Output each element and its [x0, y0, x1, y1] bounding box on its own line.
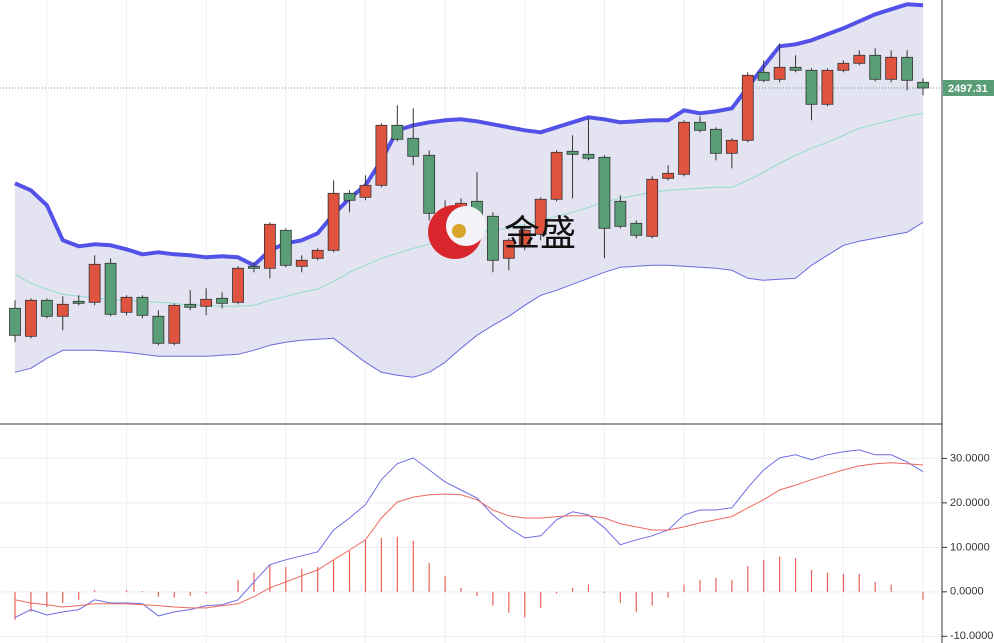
- candle-body: [88, 263, 101, 303]
- last-price-tag: [943, 79, 994, 96]
- logo: 金盛: [428, 205, 576, 259]
- candle-body: [869, 54, 882, 80]
- candle-body: [582, 153, 595, 159]
- y-tick-label: 10.0000: [950, 541, 990, 553]
- candle-body: [263, 223, 276, 269]
- candle-body: [917, 81, 929, 89]
- candle-body: [789, 66, 802, 71]
- candle-body: [216, 297, 228, 304]
- macd-line: [14, 462, 924, 609]
- candle-body: [120, 296, 133, 313]
- candle-body: [168, 304, 181, 344]
- candle-body: [391, 124, 404, 140]
- candle-body: [311, 249, 324, 259]
- band-fill: [15, 4, 924, 378]
- y-tick-label: 0.0000: [950, 586, 984, 598]
- candle-body: [279, 229, 292, 266]
- candle-body: [184, 303, 197, 308]
- candle-body: [646, 178, 659, 237]
- y-tick-label: 20.0000: [950, 497, 990, 509]
- candle-body: [598, 156, 611, 229]
- candle-body: [566, 150, 579, 155]
- candle-body: [9, 307, 21, 336]
- candle-body: [200, 298, 213, 307]
- candle-body: [343, 192, 356, 201]
- candle-body: [104, 262, 117, 315]
- y-tick-label: 30.0000: [950, 452, 990, 464]
- candle-body: [678, 121, 690, 175]
- candle-body: [901, 56, 913, 81]
- candle-body: [72, 300, 85, 304]
- watermark: 金盛: [504, 213, 576, 254]
- candle-body: [232, 267, 244, 303]
- candle-body: [837, 62, 850, 71]
- candle-body: [502, 239, 515, 259]
- candle-body: [295, 259, 308, 267]
- candle-body: [694, 121, 706, 131]
- candle-body: [136, 296, 149, 316]
- candle-body: [359, 184, 372, 198]
- macd-panel: 30.0000 20.0000 10.0000 0.0000 -10.0000: [0, 449, 993, 642]
- candle-body: [821, 69, 834, 105]
- candle-body: [375, 124, 388, 186]
- candle-body: [152, 315, 165, 344]
- candle-body: [725, 139, 738, 154]
- logo-inner: [446, 206, 486, 246]
- candle-body: [518, 229, 531, 246]
- candle-body: [550, 151, 563, 200]
- last-price-label: 2497.31: [948, 83, 988, 95]
- candle-body: [327, 192, 340, 251]
- price-panel: 2497.31: [0, 2, 994, 378]
- band-line: [14, 221, 924, 378]
- candle-body: [710, 128, 722, 154]
- candle-body: [741, 74, 754, 141]
- candle-body: [853, 54, 866, 64]
- candle-body: [423, 154, 436, 214]
- candle-body: [805, 69, 818, 105]
- candle-body: [40, 299, 53, 317]
- y-tick-label: -10.0000: [950, 630, 993, 642]
- candle-body: [407, 137, 420, 157]
- candle-body: [757, 71, 770, 81]
- candle-body: [25, 299, 37, 337]
- candle-body: [773, 66, 786, 80]
- band-line: [14, 2, 924, 268]
- logo-coin: [452, 224, 466, 238]
- candle-body: [662, 172, 675, 179]
- candle-body: [885, 56, 898, 80]
- macd-line: [14, 449, 924, 619]
- candle-body: [630, 222, 643, 236]
- candle-body: [248, 265, 260, 269]
- candle-body: [614, 200, 627, 227]
- candle-body: [56, 303, 69, 317]
- candle-body: [486, 215, 499, 261]
- candle-body: [534, 198, 547, 235]
